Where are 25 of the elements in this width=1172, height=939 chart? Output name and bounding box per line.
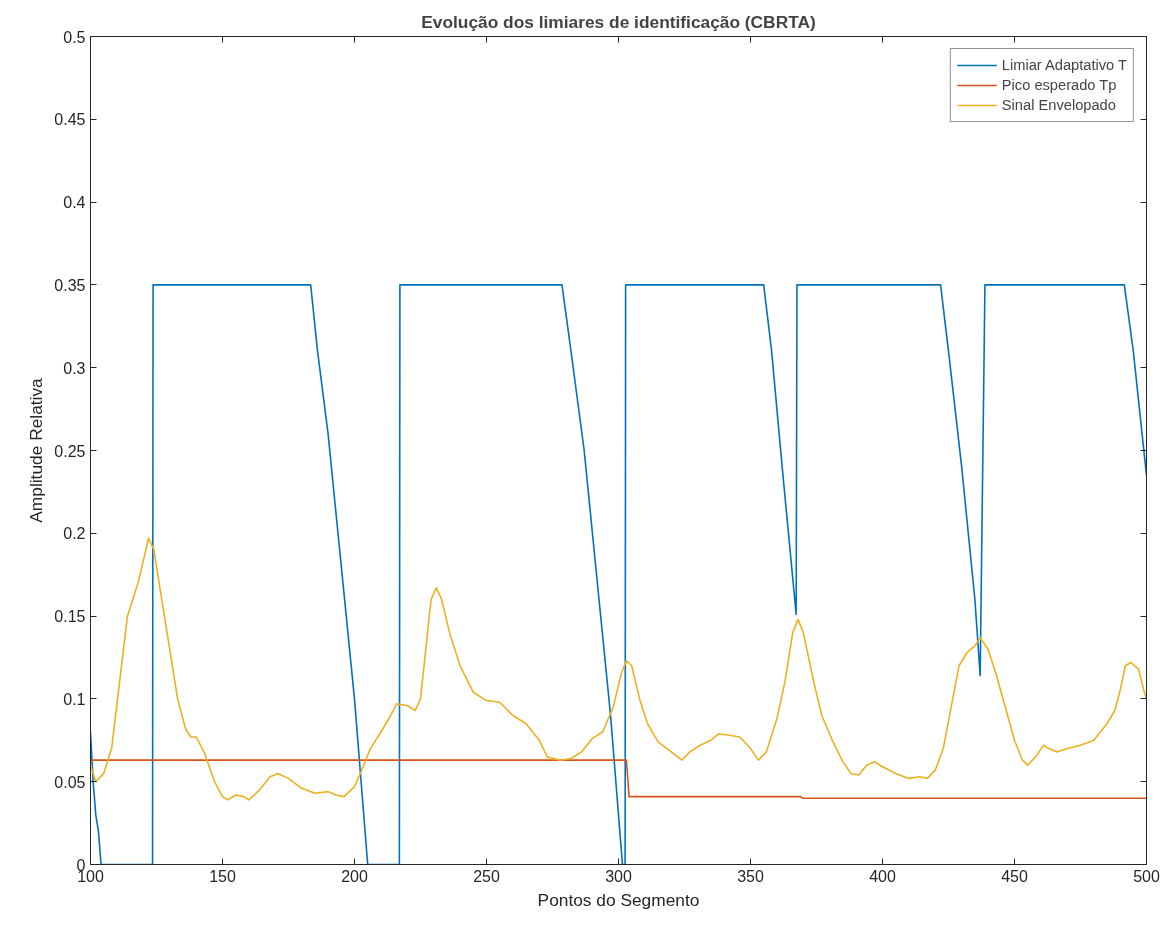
x-tick-label: 250 [473, 867, 500, 885]
legend-label: Pico esperado Tp [1001, 77, 1117, 93]
x-tick-label: 300 [605, 867, 632, 885]
x-tick-label: 500 [1133, 867, 1160, 885]
y-tick-label: 0.45 [54, 111, 86, 129]
x-axis-title: Pontos do Segmento [537, 889, 700, 910]
chart-title: Evolução dos limiares de identificação (CBRTA) [421, 11, 816, 32]
x-tick-label: 150 [209, 867, 236, 885]
y-tick-label: 0.5 [63, 28, 86, 46]
x-tick-label: 350 [737, 867, 764, 885]
y-tick-label: 0.1 [63, 690, 86, 708]
x-tick-label: 450 [1001, 867, 1028, 885]
legend-label: Sinal Envelopado [1001, 97, 1116, 113]
y-axis-title: Amplitude Relativa [26, 377, 47, 523]
y-tick-label: 0.25 [54, 442, 86, 460]
line-series [90, 537, 1147, 801]
y-tick-label: 0.2 [63, 525, 86, 543]
legend-label: Limiar Adaptativo T [1001, 57, 1127, 73]
x-tick-label: 400 [869, 867, 896, 885]
y-tick-label: 0.35 [54, 276, 86, 294]
x-tick-label: 200 [341, 867, 368, 885]
y-tick-label: 0.15 [54, 608, 86, 626]
y-tick-label: 0.3 [63, 359, 86, 377]
y-tick-label: 0.4 [63, 194, 86, 212]
y-tick-label: 0.05 [54, 773, 86, 791]
